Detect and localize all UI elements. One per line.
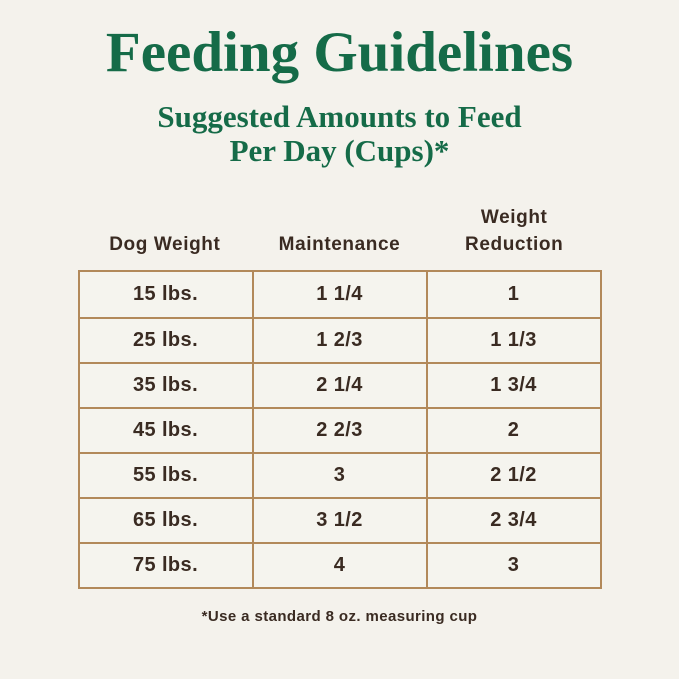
weight-reduction-value: 1 3/4 [425, 363, 600, 407]
weight-reduction-value: 2 3/4 [425, 498, 600, 542]
dog-weight-value: 15 lbs. [132, 282, 199, 305]
table-row: 15 lbs. 1 1/4 1 [80, 271, 600, 317]
maintenance-value: 3 1/2 [251, 498, 426, 542]
weight-reduction-value: 2 1/2 [425, 453, 600, 497]
table-row: 55 lbs. 3 2 1/2 [79, 451, 600, 497]
weight-reduction-value: 2 [425, 408, 600, 452]
maintenance-value: 3 [251, 453, 426, 497]
page-title: Feeding Guidelines [105, 21, 574, 84]
measuring-cup-footnote: *Use a standard 8 oz. measuring cup [201, 607, 478, 625]
subtitle-line-1: Suggested Amounts to Feed [157, 98, 522, 134]
subtitle-line-2: Per Day (Cups)* [229, 132, 450, 168]
weight-reduction-value: 3 [425, 543, 600, 587]
dog-weight-value: 55 lbs. [132, 463, 199, 486]
table-row: 25 lbs. 1 2/3 1 1/3 [79, 316, 600, 362]
weight-reduction-value: 1 [425, 271, 600, 317]
page-subtitle: Suggested Amounts to Feed Per Day (Cups)… [0, 98, 679, 168]
maintenance-value: 1 1/4 [251, 271, 426, 317]
column-header-maintenance: Maintenance [278, 234, 401, 256]
column-header-weight-reduction: Weight Reduction [465, 206, 564, 256]
weight-reduction-value: 1 1/3 [425, 318, 600, 362]
dog-weight-value: 45 lbs. [132, 418, 199, 441]
dog-weight-value: 75 lbs. [132, 553, 199, 576]
maintenance-value: 2 2/3 [251, 408, 426, 452]
table-row: 45 lbs. 2 2/3 2 [79, 406, 600, 452]
table-header-row: Dog Weight Maintenance Weight Reduction [78, 204, 602, 259]
column-header-dog-weight: Dog Weight [109, 234, 221, 256]
table-row: 75 lbs. 4 3 [79, 541, 600, 587]
dog-weight-value: 35 lbs. [132, 373, 199, 396]
maintenance-value: 4 [251, 543, 426, 587]
maintenance-value: 1 2/3 [251, 318, 426, 362]
feeding-table: Dog Weight Maintenance Weight Reduction … [77, 204, 602, 589]
table-row: 65 lbs. 3 1/2 2 3/4 [79, 496, 600, 542]
maintenance-value: 2 1/4 [251, 363, 426, 407]
table-row: 35 lbs. 2 1/4 1 3/4 [79, 361, 600, 407]
table-body: 15 lbs. 1 1/4 1 25 lbs. 1 2/3 1 1/3 35 l… [77, 269, 602, 589]
dog-weight-value: 65 lbs. [132, 508, 199, 531]
dog-weight-value: 25 lbs. [132, 328, 199, 351]
